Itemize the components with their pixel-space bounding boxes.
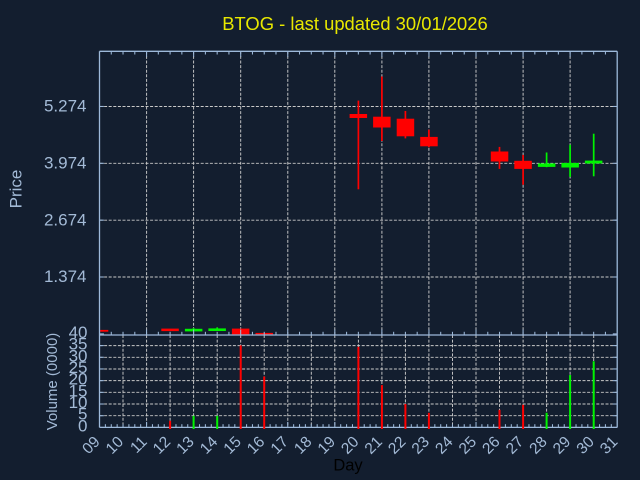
svg-text:30: 30: [69, 346, 88, 365]
svg-text:15: 15: [69, 381, 88, 400]
svg-text:20: 20: [69, 370, 88, 389]
svg-text:BTOG - last updated 30/01/2026: BTOG - last updated 30/01/2026: [222, 13, 487, 34]
svg-text:2.674: 2.674: [44, 210, 87, 229]
svg-text:Price: Price: [7, 170, 26, 209]
svg-text:35: 35: [69, 335, 88, 354]
svg-text:10: 10: [69, 393, 88, 412]
svg-text:1.374: 1.374: [44, 267, 87, 286]
svg-text:5.274: 5.274: [44, 97, 87, 116]
svg-text:0: 0: [78, 416, 87, 435]
svg-text:3.974: 3.974: [44, 154, 87, 173]
svg-text:Day: Day: [333, 456, 363, 474]
svg-text:Volume (0000): Volume (0000): [44, 333, 61, 431]
svg-text:5: 5: [78, 405, 87, 424]
svg-text:25: 25: [69, 358, 88, 377]
svg-text:40: 40: [69, 323, 88, 342]
